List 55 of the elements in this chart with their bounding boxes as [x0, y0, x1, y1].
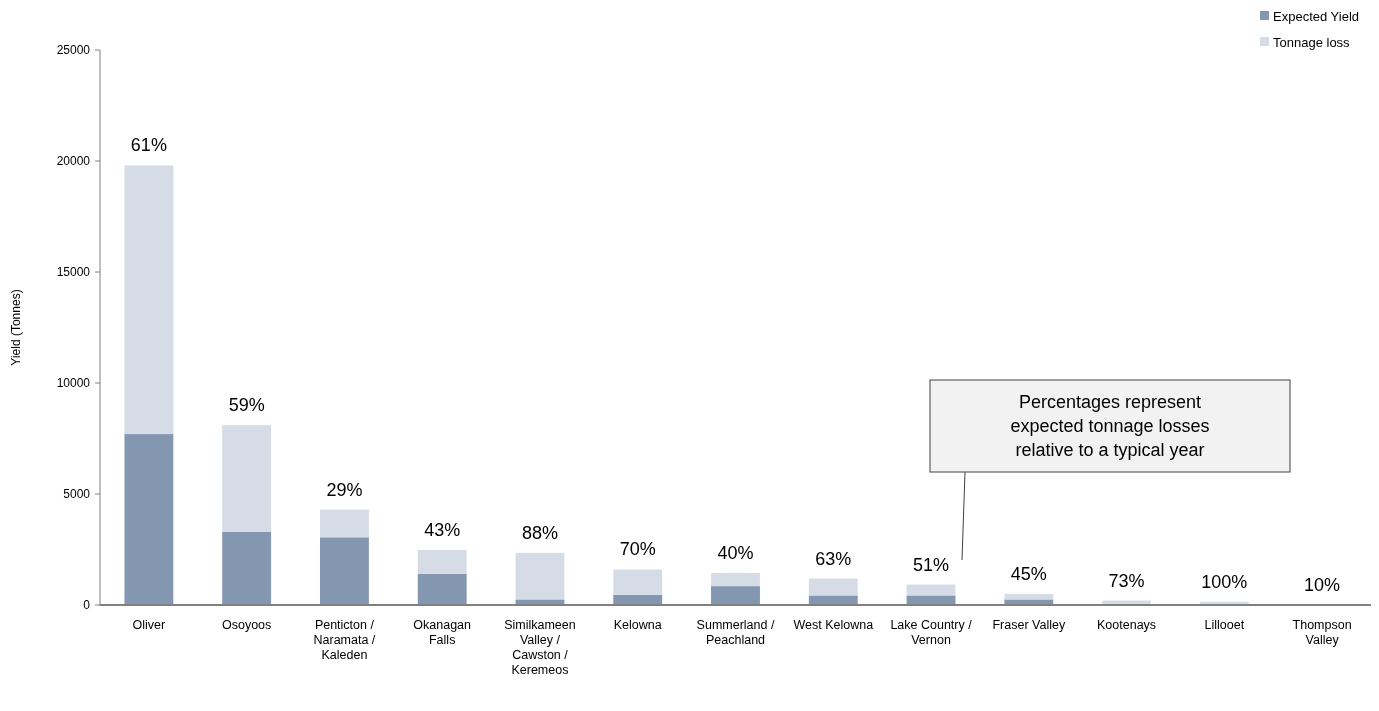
annotation: 88% [521, 522, 558, 543]
bar [124, 165, 174, 435]
bar [906, 595, 956, 605]
x-tick-label: Summerland / Peachland [696, 618, 775, 647]
y-tick-label: 25000 [56, 43, 91, 58]
x-tick-label: Okanagan Falls [413, 618, 472, 647]
y-tick-label: 10000 [56, 376, 91, 391]
bar [417, 549, 467, 574]
x-tick-label: Lake Country / Vernon [890, 618, 973, 647]
legend-label: Tonnage loss [1273, 34, 1351, 50]
annotation: 45% [1010, 563, 1047, 584]
annotation: 40% [717, 543, 754, 564]
x-tick-label: Fraser Valley [992, 618, 1066, 632]
y-tick-label: 0 [83, 598, 91, 613]
bar [124, 434, 174, 605]
x-tick-label: Thompson Valley [1292, 618, 1352, 647]
bar [808, 595, 858, 605]
x-tick-label: Osoyoos [221, 618, 272, 632]
annotation: 61% [130, 135, 167, 156]
y-tick-label: 20000 [56, 154, 91, 169]
bar [515, 552, 565, 600]
annotation: 73% [1108, 570, 1145, 591]
x-tick-label: West Kelowna [793, 618, 874, 632]
x-tick-label: Similkameen Valley / Cawston / Keremeos [504, 618, 576, 677]
bar [222, 425, 272, 532]
bar [613, 595, 663, 605]
annotation: 10% [1304, 574, 1341, 595]
bar [319, 537, 369, 605]
annotation: Percentages represent expected tonnage losses relative to a typical year [1010, 392, 1210, 460]
x-tick-label: Lillooet [1204, 618, 1245, 632]
bar [613, 569, 663, 596]
bar [906, 584, 956, 596]
x-tick-label: Kelowna [613, 618, 662, 632]
annotation: 43% [424, 519, 461, 540]
annotation: 59% [228, 395, 265, 416]
x-tick-label: Penticton / Naramata / Kaleden [313, 618, 376, 662]
bar [1004, 593, 1054, 600]
annotation: 63% [815, 548, 852, 569]
annotation: 100% [1201, 571, 1248, 592]
x-tick-label: Kootenays [1097, 618, 1157, 632]
annotation: 70% [619, 539, 656, 560]
bar [1004, 599, 1054, 605]
x-tick-label: Oliver [132, 618, 166, 632]
y-tick-label: 5000 [63, 487, 91, 502]
annotation: 29% [326, 479, 363, 500]
bar [319, 509, 369, 538]
bar [417, 573, 467, 605]
y-axis-title: Yield (Tonnes) [9, 289, 23, 366]
bar [711, 586, 760, 605]
bar [711, 573, 760, 587]
bar [222, 531, 272, 605]
annotation: 51% [913, 554, 950, 575]
legend-label: Expected Yield [1273, 8, 1360, 24]
y-tick-label: 15000 [56, 265, 91, 280]
bar [808, 578, 858, 596]
